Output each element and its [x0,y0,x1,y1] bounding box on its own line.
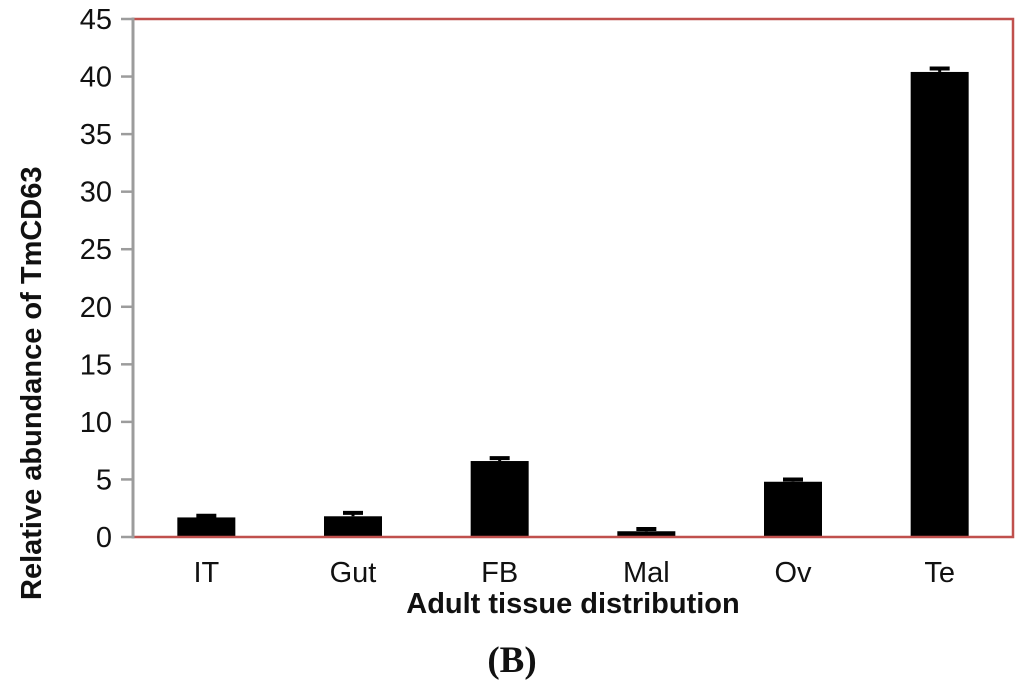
bar-it [177,517,236,537]
plot-border [132,17,1015,539]
y-axis-title: Relative abundance of TmCD63 [16,166,48,601]
y-tick-label: 35 [80,119,112,151]
x-category-label: Te [924,557,955,589]
x-category-label: Gut [330,557,377,589]
x-category-label: IT [193,557,219,589]
figure-caption: (B) [487,640,537,681]
x-category-label: Ov [774,557,812,589]
y-tick-label: 20 [80,292,112,324]
x-category-label: Mal [623,557,670,589]
y-tick-label: 10 [80,407,112,439]
bar-te [910,71,969,537]
y-tick-label: 5 [96,464,112,496]
y-tick-label: 0 [96,522,112,554]
y-tick-label: 40 [80,62,112,94]
bar-ov [764,481,822,537]
bar-gut [324,516,382,537]
x-axis-title: Adult tissue distribution [406,588,740,620]
y-tick-label: 15 [80,349,112,381]
bar-fb [470,461,529,537]
bar-mal [617,531,676,537]
y-tick-label: 30 [80,177,112,209]
x-category-label: FB [481,557,518,589]
y-tick-label: 45 [80,4,112,36]
y-tick-label: 25 [80,234,112,266]
